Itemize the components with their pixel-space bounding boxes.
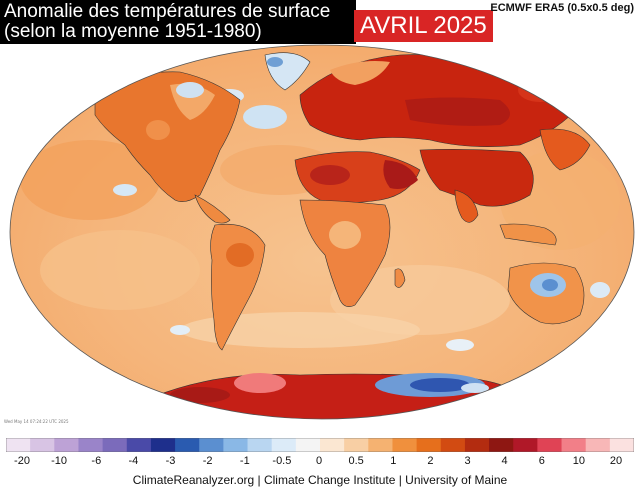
colorbar-swatch bbox=[54, 438, 79, 452]
colorbar-tick-label: -2 bbox=[202, 455, 213, 467]
colorbar-tick-label: 10 bbox=[572, 455, 586, 467]
colorbar-swatch bbox=[440, 438, 466, 452]
colorbar-tick-label: 20 bbox=[609, 455, 623, 467]
colorbar-swatch bbox=[416, 438, 442, 452]
colorbar-swatch bbox=[223, 438, 249, 452]
colorbar-swatch bbox=[464, 438, 490, 452]
colorbar bbox=[6, 438, 634, 452]
colorbar-tick-label: 2 bbox=[427, 455, 434, 467]
colorbar-swatch bbox=[537, 438, 563, 452]
colorbar-swatch bbox=[320, 438, 345, 452]
colorbar-swatch bbox=[489, 438, 514, 452]
colorbar-tick-label: -3 bbox=[165, 455, 176, 467]
colorbar-swatch bbox=[609, 438, 634, 452]
colorbar-tick-label: -6 bbox=[91, 455, 102, 467]
colorbar-swatch bbox=[513, 438, 538, 452]
title-line-1: Anomalie des températures de surface bbox=[4, 1, 331, 22]
colorbar-tick-label: 0.5 bbox=[348, 455, 364, 467]
colorbar-tick-labels: -20 -10 -6 -4 -3 -2 -1 -0.5 0 0.5 1 2 3 4 6 10 20 bbox=[0, 455, 640, 469]
colorbar-swatch bbox=[102, 438, 128, 452]
map-title: Anomalie des températures de surface (se… bbox=[0, 0, 356, 44]
data-source-label: ECMWF ERA5 (0.5x0.5 deg) bbox=[490, 2, 634, 14]
colorbar-tick-label: 4 bbox=[501, 455, 508, 467]
timestamp: Wed May 14 07:24:22 UTC 2025 bbox=[4, 419, 69, 424]
colorbar-tick-label: -10 bbox=[51, 455, 68, 467]
colorbar-swatch bbox=[126, 438, 152, 452]
colorbar-tick-label: 0 bbox=[315, 455, 323, 467]
title-line-2: (selon la moyenne 1951-1980) bbox=[4, 21, 262, 42]
colorbar-swatch bbox=[6, 438, 31, 452]
colorbar-swatch bbox=[344, 438, 369, 452]
globe-field bbox=[10, 45, 634, 419]
colorbar-swatch bbox=[150, 438, 176, 452]
colorbar-swatch bbox=[247, 438, 273, 452]
colorbar-swatch bbox=[561, 438, 587, 452]
colorbar-tick-label: -20 bbox=[14, 455, 30, 467]
colorbar-tick-label: 3 bbox=[464, 455, 471, 467]
colorbar-swatch bbox=[175, 438, 200, 452]
colorbar-swatch bbox=[78, 438, 104, 452]
colorbar-swatch bbox=[295, 438, 321, 452]
colorbar-swatch bbox=[585, 438, 611, 452]
colorbar-tick-label: 1 bbox=[390, 455, 397, 467]
colorbar-swatch bbox=[30, 438, 55, 452]
credits: ClimateReanalyzer.org | Climate Change I… bbox=[132, 473, 508, 487]
colorbar-swatch bbox=[199, 438, 224, 452]
colorbar-tick-label: -4 bbox=[128, 455, 139, 467]
colorbar-tick-label: 6 bbox=[538, 455, 545, 467]
colorbar-swatch bbox=[271, 438, 297, 452]
colorbar-tick-label: -1 bbox=[239, 455, 250, 467]
date-badge: AVRIL 2025 bbox=[354, 10, 493, 42]
colorbar-swatch bbox=[392, 438, 418, 452]
colorbar-swatch bbox=[368, 438, 393, 452]
colorbar-tick-label: -0.5 bbox=[272, 455, 292, 467]
